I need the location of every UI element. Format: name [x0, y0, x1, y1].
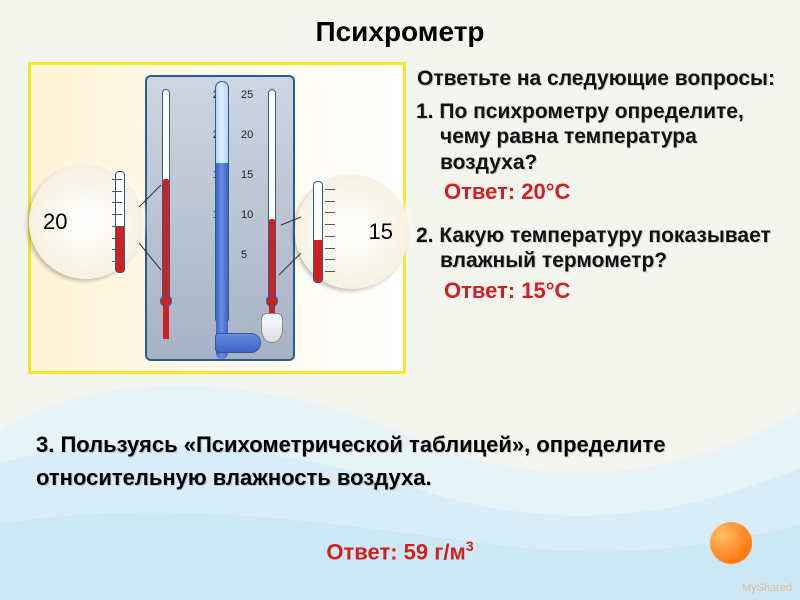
answer-2: Ответ: 15°С: [416, 278, 776, 304]
orange-dot-icon: [710, 522, 752, 564]
leader-lines: [31, 65, 403, 371]
watermark: MyShared: [742, 582, 792, 594]
answer-1: Ответ: 20°С: [416, 179, 776, 205]
question-1: 1. По психрометру определите, чему равна…: [416, 99, 776, 175]
question-2: 2. Какую температуру показывает влажный …: [416, 223, 776, 273]
slide-title: Психрометр: [0, 16, 800, 48]
questions-block: Ответьте на следующие вопросы: 1. По пси…: [416, 66, 776, 322]
question-3: 3. Пользуясь «Психометрической таблицей»…: [36, 428, 756, 494]
questions-heading: Ответьте на следующие вопросы:: [416, 66, 776, 91]
psychrometer-diagram: 25 20 15 10 5 25 20 15 10 5: [28, 62, 406, 374]
answer-3: Ответ: 59 г/м3: [0, 538, 800, 565]
